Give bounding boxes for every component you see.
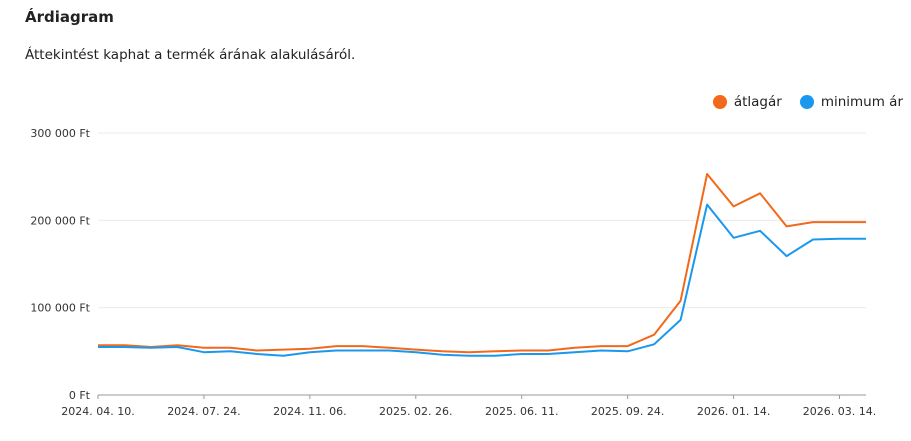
x-tick-label: 2024. 11. 06. bbox=[273, 405, 346, 418]
legend-label-atlagar: átlagár bbox=[733, 94, 782, 110]
legend-swatch-atlagar bbox=[712, 95, 727, 109]
legend-item-atlagar[interactable]: átlagár bbox=[712, 94, 782, 110]
chart-legend: átlagár minimum ár bbox=[695, 94, 903, 110]
x-tick-label: 2025. 02. 26. bbox=[379, 405, 452, 418]
series-line-0[interactable] bbox=[98, 173, 866, 354]
x-tick-label: 2026. 01. 14. bbox=[697, 405, 770, 418]
y-tick-label: 200 000 Ft bbox=[30, 214, 90, 227]
x-tick-label: 2025. 09. 24. bbox=[591, 405, 664, 418]
legend-item-minimum-ar[interactable]: minimum ár bbox=[799, 94, 903, 110]
x-tick-label: 2024. 07. 24. bbox=[167, 405, 240, 418]
x-tick-label: 2025. 06. 11. bbox=[485, 405, 558, 418]
chart-title: Árdiagram bbox=[25, 8, 114, 26]
x-tick-label: 2024. 04. 10. bbox=[61, 405, 134, 418]
y-tick-label: 100 000 Ft bbox=[30, 302, 90, 315]
y-tick-label: 0 Ft bbox=[69, 389, 91, 402]
series-line-1[interactable] bbox=[98, 203, 866, 357]
legend-label-minimum-ar: minimum ár bbox=[820, 94, 903, 110]
legend-swatch-minimum-ar bbox=[799, 95, 814, 109]
y-tick-label: 300 000 Ft bbox=[30, 127, 90, 140]
x-tick-label: 2026. 03. 14. bbox=[803, 405, 876, 418]
chart-subtitle: Áttekintést kaphat a termék árának alaku… bbox=[25, 47, 356, 63]
